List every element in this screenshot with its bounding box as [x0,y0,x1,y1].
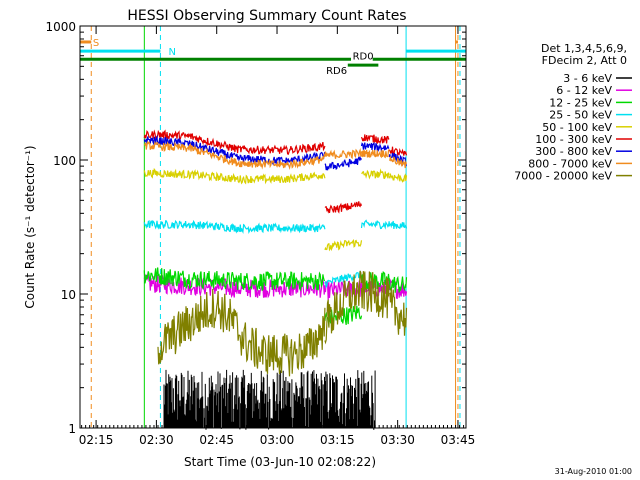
series-line [360,219,390,230]
x-axis: 02:15 02:30 02:45 03:00 03:15 03:30 03:45 [79,26,475,447]
decimation-bar-label: RD6 [326,66,347,77]
plot-area: S N RD0 RD6 [79,26,466,430]
legend-entry-label: 6 - 12 keV [556,84,612,97]
decimation-bar-label: RD0 [353,52,374,63]
legend-entry-label: 12 - 25 keV [549,96,612,109]
series-line [324,147,362,160]
series-line [143,129,326,156]
y-tick-label: 100 [53,154,76,168]
chart-title: HESSI Observing Summary Count Rates [127,8,406,24]
series-line [388,288,408,336]
series-line [143,134,326,166]
series-line [324,270,363,345]
x-axis-label: Start Time (03-Jun-10 02:08:22) [184,455,376,469]
series-50-100-kev [143,167,408,252]
series-line [388,172,408,183]
legend-entry-label: 800 - 7000 keV [528,157,612,170]
series-25-50-kev [143,219,408,289]
series-line [388,220,408,230]
series-300-800-kev [143,134,408,171]
y-tick-label: 10 [61,288,76,302]
series-line [388,275,408,293]
footer-timestamp: 31-Aug-2010 01:00 [555,467,632,476]
series-line [361,168,390,180]
series-line [143,267,326,292]
series-line [388,152,408,167]
legend-entry-label: 7000 - 20000 keV [514,170,612,183]
series-line [157,288,326,377]
series-7000-20000-kev [157,270,408,377]
legend-entry-label: 25 - 50 keV [549,109,612,122]
series-line [360,134,390,145]
x-tick-label: 03:15 [320,433,355,447]
series-line [360,271,390,319]
x-tick-label: 02:30 [139,433,174,447]
legend-header-line-1: Det 1,3,4,5,6,9, [541,42,627,55]
series-line [324,155,363,171]
x-tick-label: 03:45 [441,433,476,447]
x-tick-label: 02:45 [199,433,234,447]
series-3-6-kev [163,369,376,430]
series-line [360,142,390,153]
plot-frame [79,25,467,429]
series-line [324,270,363,289]
series-800-7000-kev [143,140,408,171]
series-line [389,156,408,169]
y-axis: 1 10 100 1000 [45,20,466,436]
y-tick-label: 1000 [45,20,76,34]
series-line [324,238,363,252]
series-line [143,140,326,171]
legend-entry-label: 3 - 6 keV [563,72,612,85]
attenuator-bar-label: S [93,38,99,49]
x-tick-label: 03:00 [260,433,295,447]
series-line [143,167,326,185]
y-tick-label: 1 [68,422,76,436]
legend: Det 1,3,4,5,6,9, FDecim 2, Att 0 3 - 6 k… [514,42,632,183]
legend-entry-label: 100 - 300 keV [535,133,612,146]
series-line [324,201,363,214]
legend-entry-label: 50 - 100 keV [542,121,612,134]
x-tick-label: 02:15 [79,433,114,447]
eclipse-bar-label: N [168,47,175,58]
x-tick-label: 03:30 [380,433,415,447]
legend-header-line-2: FDecim 2, Att 0 [542,54,627,67]
legend-entry-label: 300 - 800 keV [535,145,612,158]
y-axis-label: Count Rate (s⁻¹ detector⁻¹) [23,145,37,308]
series-line [163,369,376,430]
series-line [360,149,390,159]
series-line [143,219,326,235]
